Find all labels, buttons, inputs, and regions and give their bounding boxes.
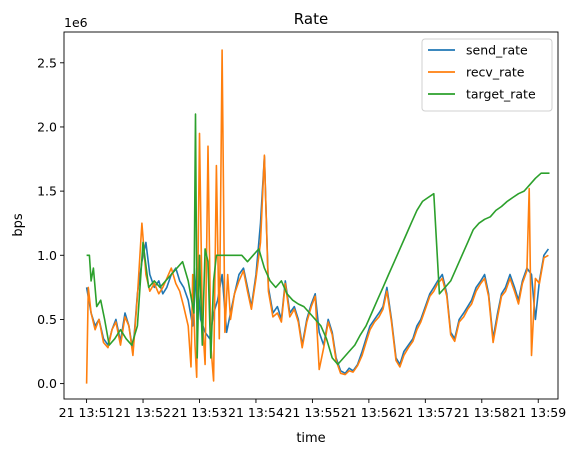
series-line-target-rate <box>86 113 550 366</box>
x-tick-label: 21 13:56 <box>341 405 397 420</box>
series-layer <box>85 49 550 384</box>
y-offset-text: 1e6 <box>64 15 88 30</box>
y-tick-label: 2.5 <box>37 55 57 70</box>
legend-box <box>421 38 553 112</box>
x-axis-label: time <box>296 431 325 446</box>
x-tick-label: 21 13:58 <box>454 405 510 420</box>
y-axis-label: bps <box>11 213 26 237</box>
y-axis: 0.0 0.5 1.0 1.5 2.0 2.5 <box>37 55 64 391</box>
y-tick-label: 1.5 <box>37 184 57 199</box>
x-tick-label: 21 13:57 <box>397 405 453 420</box>
x-tick-label: 21 13:55 <box>284 405 340 420</box>
legend-label-recv-rate: recv_rate <box>466 65 525 80</box>
x-tick-label: 21 13:53 <box>172 405 228 420</box>
plot-frame <box>63 31 559 400</box>
y-tick-label: 1.0 <box>37 248 57 263</box>
x-tick-label: 21 13:52 <box>115 405 171 420</box>
y-tick-label: 2.0 <box>37 119 57 134</box>
legend: send_rate recv_rate target_rate <box>421 38 553 112</box>
legend-label-send-rate: send_rate <box>466 43 528 58</box>
x-axis: 21 13:51 21 13:52 21 13:53 21 13:54 21 13:55… <box>59 399 566 420</box>
x-tick-label: 21 13:59 <box>510 405 566 420</box>
y-tick-label: 0.0 <box>37 376 57 391</box>
x-tick-label: 21 13:54 <box>228 405 284 420</box>
series-line-send-rate <box>85 155 550 375</box>
legend-label-target-rate: target_rate <box>466 87 536 102</box>
x-tick-label: 21 13:51 <box>59 405 115 420</box>
chart-title: Rate <box>294 10 328 28</box>
y-tick-label: 0.5 <box>37 312 57 327</box>
